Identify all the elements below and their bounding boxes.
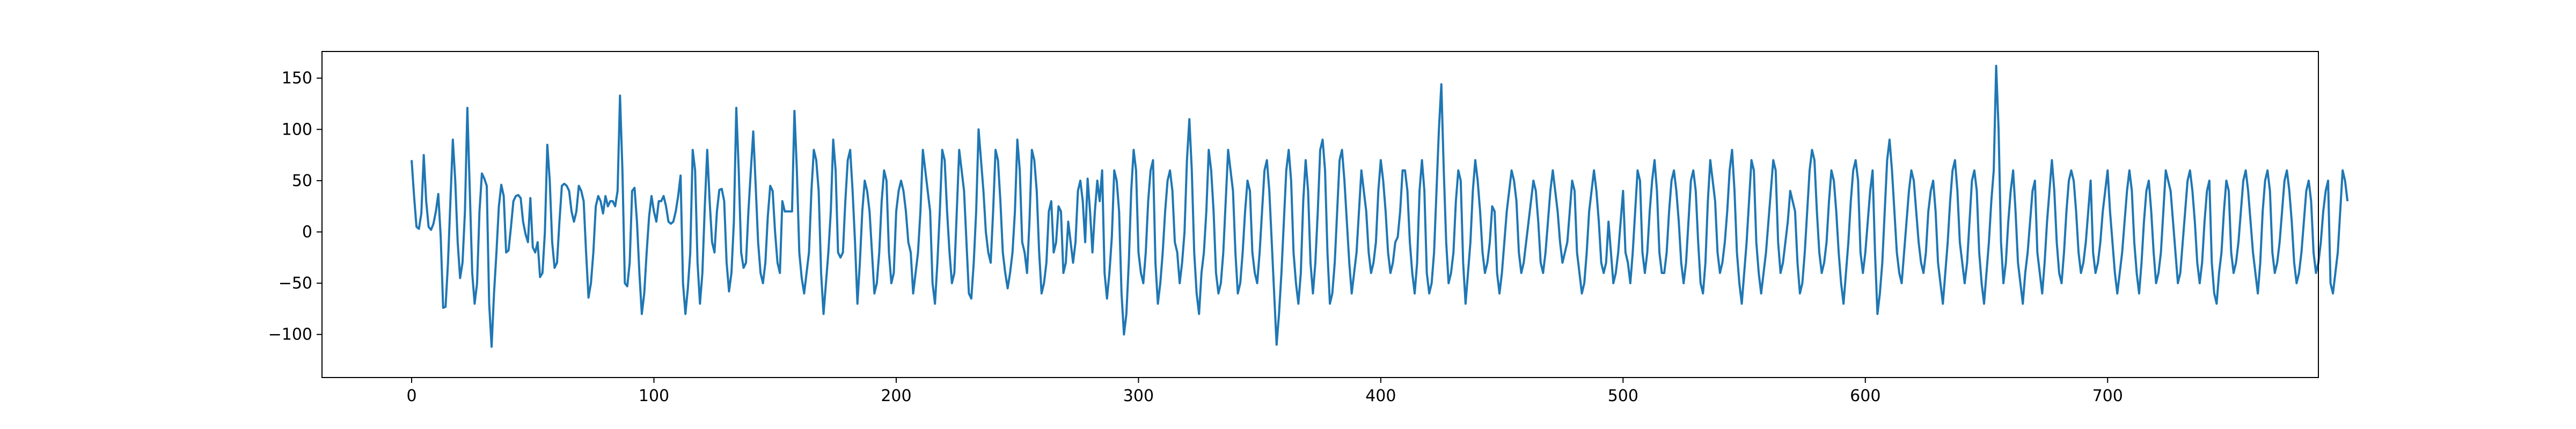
series-line xyxy=(411,64,2349,348)
y-tick-label: 150 xyxy=(282,69,312,88)
x-tick-label: 500 xyxy=(1608,387,1638,405)
x-tick-label: 600 xyxy=(1850,387,1880,405)
y-axis: −100 −50 0 50 100 150 xyxy=(268,69,322,344)
plot-area xyxy=(411,64,2349,348)
y-tick-label: 0 xyxy=(302,223,312,242)
y-tick-label: −100 xyxy=(268,326,312,344)
x-axis: 0 100 200 300 400 500 600 700 xyxy=(406,378,2123,405)
x-tick-label: 700 xyxy=(2092,387,2123,405)
y-tick-label: 100 xyxy=(282,120,312,139)
axes-frame xyxy=(321,51,2319,378)
x-tick-label: 200 xyxy=(881,387,911,405)
x-tick-label: 100 xyxy=(639,387,669,405)
x-tick-label: 400 xyxy=(1365,387,1396,405)
y-tick-label: 50 xyxy=(292,172,312,190)
y-tick-label: −50 xyxy=(279,274,312,293)
x-tick-label: 0 xyxy=(406,387,416,405)
x-tick-label: 300 xyxy=(1123,387,1154,405)
